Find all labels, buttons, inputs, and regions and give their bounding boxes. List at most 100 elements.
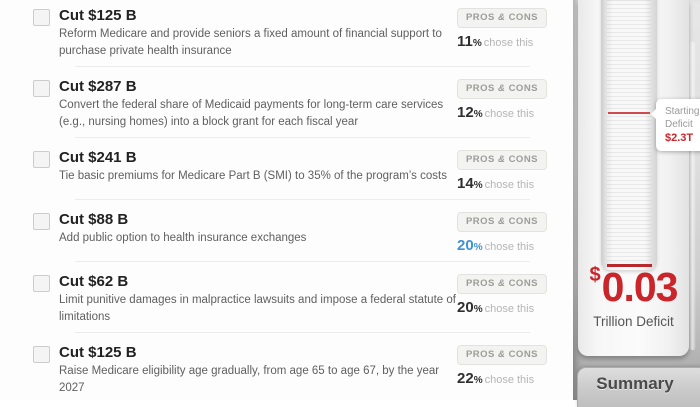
option-checkbox[interactable] xyxy=(33,346,50,363)
cons-label: CONS xyxy=(508,349,539,360)
chose-stat-highlighted: 20% chose this xyxy=(457,237,547,254)
current-deficit-marker xyxy=(607,264,652,267)
option-title: Cut $287 B xyxy=(59,78,137,95)
pros-cons-button[interactable]: PROS & CONS xyxy=(457,212,547,232)
option-row: Cut $125 B Raise Medicare eligibility ag… xyxy=(0,333,573,400)
option-title: Cut $241 B xyxy=(59,149,137,166)
percent-sign: % xyxy=(473,242,483,253)
option-description: Tie basic premiums for Medicare Part B (… xyxy=(59,170,447,182)
thermometer-card: $0.03 Trillion Deficit xyxy=(578,0,689,356)
chose-percent: 12 xyxy=(457,104,474,121)
option-title: Cut $62 B xyxy=(59,273,129,290)
option-row: Cut $62 B Limit punitive damages in malp… xyxy=(0,262,573,333)
option-checkbox[interactable] xyxy=(33,151,50,168)
ampersand: & xyxy=(498,154,506,165)
option-aside: PROS & CONS 12% chose this xyxy=(457,79,547,130)
chose-percent: 20 xyxy=(457,237,474,254)
option-checkbox[interactable] xyxy=(33,275,50,292)
pros-cons-button[interactable]: PROS & CONS xyxy=(457,150,547,170)
ampersand: & xyxy=(498,83,506,94)
option-row: Cut $287 B Convert the federal share of … xyxy=(0,67,573,138)
ampersand: & xyxy=(498,349,506,360)
ampersand: & xyxy=(498,12,506,23)
currency-sign: $ xyxy=(589,264,601,286)
starting-deficit-tooltip: Starting Deficit $2.3T xyxy=(651,99,700,151)
tooltip-value: $2.3T xyxy=(665,132,694,144)
thermometer-ridges xyxy=(607,0,651,263)
chose-suffix: chose this xyxy=(484,374,535,386)
pros-label: PROS xyxy=(465,154,495,165)
option-checkbox[interactable] xyxy=(33,213,50,230)
pros-cons-button[interactable]: PROS & CONS xyxy=(457,345,547,365)
chose-suffix: chose this xyxy=(484,108,535,120)
option-description: Limit punitive damages in malpractice la… xyxy=(59,294,456,323)
option-content: Cut $88 B Add public option to health in… xyxy=(59,211,456,254)
chose-percent: 11 xyxy=(457,33,473,50)
chose-stat: 14% chose this xyxy=(457,175,547,192)
chose-stat: 11% chose this xyxy=(457,33,547,50)
option-content: Cut $287 B Convert the federal share of … xyxy=(59,78,456,130)
option-description: Reform Medicare and provide seniors a fi… xyxy=(59,28,442,57)
option-description: Add public option to health insurance ex… xyxy=(59,232,307,244)
option-aside: PROS & CONS 11% chose this xyxy=(457,8,547,59)
chose-percent: 22 xyxy=(457,370,474,387)
pros-label: PROS xyxy=(465,278,495,289)
tooltip-line2: Deficit xyxy=(665,119,693,130)
pros-label: PROS xyxy=(465,12,495,23)
pros-label: PROS xyxy=(465,216,495,227)
option-title: Cut $125 B xyxy=(59,7,137,24)
percent-sign: % xyxy=(473,109,483,120)
option-row: Cut $88 B Add public option to health in… xyxy=(0,200,573,262)
option-aside: PROS & CONS 14% chose this xyxy=(457,150,547,192)
option-checkbox[interactable] xyxy=(33,9,50,26)
option-content: Cut $125 B Reform Medicare and provide s… xyxy=(59,7,456,59)
chose-percent: 20 xyxy=(457,299,474,316)
option-aside: PROS & CONS 20% chose this xyxy=(457,212,547,254)
pros-cons-button[interactable]: PROS & CONS xyxy=(457,274,547,294)
pros-label: PROS xyxy=(465,349,495,360)
cons-label: CONS xyxy=(508,12,539,23)
chose-suffix: chose this xyxy=(484,241,535,253)
chose-suffix: chose this xyxy=(483,37,534,49)
pros-label: PROS xyxy=(465,83,495,94)
chose-percent: 14 xyxy=(457,175,474,192)
option-row: Cut $241 B Tie basic premiums for Medica… xyxy=(0,138,573,200)
cons-label: CONS xyxy=(508,216,539,227)
budget-options-list: Cut $125 B Reform Medicare and provide s… xyxy=(0,0,573,400)
cons-label: CONS xyxy=(508,278,539,289)
deficit-amount: $0.03 xyxy=(578,264,689,309)
chose-suffix: chose this xyxy=(484,303,535,315)
option-title: Cut $125 B xyxy=(59,344,137,361)
deficit-value: 0.03 xyxy=(601,264,679,310)
option-checkbox[interactable] xyxy=(33,80,50,97)
option-title: Cut $88 B xyxy=(59,211,129,228)
option-description: Convert the federal share of Medicaid pa… xyxy=(59,99,444,128)
chose-suffix: chose this xyxy=(484,179,535,191)
option-content: Cut $125 B Raise Medicare eligibility ag… xyxy=(59,344,456,396)
option-content: Cut $62 B Limit punitive damages in malp… xyxy=(59,273,456,325)
pros-cons-button[interactable]: PROS & CONS xyxy=(457,8,547,28)
option-content: Cut $241 B Tie basic premiums for Medica… xyxy=(59,149,456,192)
percent-sign: % xyxy=(473,304,483,315)
ampersand: & xyxy=(498,216,506,227)
tooltip-line1: Starting xyxy=(665,106,700,117)
summary-button[interactable]: Summary xyxy=(577,367,700,407)
chose-stat: 12% chose this xyxy=(457,104,547,121)
percent-sign: % xyxy=(472,38,482,49)
cons-label: CONS xyxy=(508,83,539,94)
starting-deficit-marker xyxy=(608,112,650,114)
chose-stat: 20% chose this xyxy=(457,299,547,316)
cons-label: CONS xyxy=(508,154,539,165)
option-aside: PROS & CONS 20% chose this xyxy=(457,274,547,325)
deficit-unit-label: Trillion Deficit xyxy=(593,314,674,329)
deficit-gauge-panel: $0.03 Trillion Deficit Starting Deficit … xyxy=(573,0,700,407)
panel-highlight-groove xyxy=(689,42,696,350)
percent-sign: % xyxy=(473,375,483,386)
option-row: Cut $125 B Reform Medicare and provide s… xyxy=(0,0,573,67)
option-description: Raise Medicare eligibility age gradually… xyxy=(59,365,440,394)
ampersand: & xyxy=(498,278,506,289)
chose-stat: 22% chose this xyxy=(457,370,547,387)
pros-cons-button[interactable]: PROS & CONS xyxy=(457,79,547,99)
option-aside: PROS & CONS 22% chose this xyxy=(457,345,547,396)
percent-sign: % xyxy=(473,180,483,191)
